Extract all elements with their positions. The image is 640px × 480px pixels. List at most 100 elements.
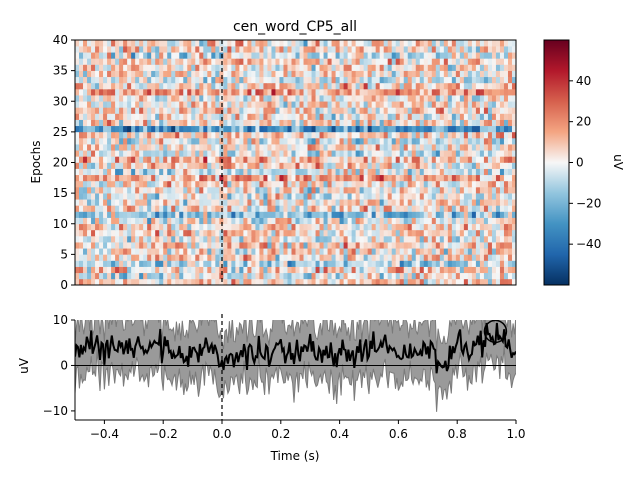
heatmap-cell	[419, 150, 425, 157]
heatmap-cell	[175, 46, 180, 53]
heatmap-cell	[95, 211, 100, 218]
heatmap-cell	[391, 217, 397, 225]
heatmap-cell	[259, 138, 265, 145]
heatmap-cell	[95, 58, 100, 65]
heatmap-cell	[207, 58, 212, 65]
heatmap-cell	[391, 95, 397, 102]
heatmap-cell	[147, 70, 152, 78]
heatmap-cell	[427, 272, 433, 280]
heatmap-cell	[471, 46, 477, 53]
heatmap-cell	[147, 229, 152, 237]
heatmap-cell	[435, 260, 441, 267]
heatmap-cell	[443, 260, 449, 267]
heatmap-cell	[159, 156, 164, 163]
heatmap-cell	[463, 278, 469, 285]
heatmap-cell	[371, 193, 377, 200]
heatmap-cell	[511, 144, 516, 151]
heatmap-cell	[491, 168, 497, 176]
heatmap-cell	[291, 131, 297, 139]
heatmap-cell	[239, 95, 244, 102]
heatmap-cell	[191, 272, 196, 280]
heatmap-cell	[103, 236, 108, 243]
heatmap-cell	[355, 248, 361, 255]
heatmap-cell	[395, 58, 401, 65]
heatmap-cell	[235, 113, 240, 120]
heatmap-cell	[239, 119, 244, 127]
heatmap-cell	[367, 229, 373, 237]
heatmap-cell	[203, 156, 208, 163]
heatmap-cell	[283, 174, 289, 182]
heatmap-cell	[359, 266, 365, 274]
heatmap-cell	[503, 131, 509, 139]
heatmap-cell	[475, 138, 481, 145]
heatmap-cell	[427, 107, 433, 114]
heatmap-cell	[311, 242, 317, 249]
heatmap-cell	[503, 205, 509, 212]
heatmap-cell	[227, 82, 232, 90]
heatmap-cell	[387, 174, 393, 182]
heatmap-cell	[423, 131, 429, 139]
heatmap-cell	[199, 199, 204, 206]
heatmap-cell	[163, 168, 168, 176]
heatmap-cell	[107, 144, 112, 151]
heatmap-cell	[179, 187, 184, 194]
heatmap-cell	[135, 58, 140, 65]
heatmap-cell	[291, 162, 297, 169]
heatmap-cell	[191, 266, 196, 274]
heatmap-cell	[331, 168, 337, 176]
heatmap-cell	[251, 156, 257, 163]
heatmap-cell	[279, 236, 285, 243]
heatmap-cell	[231, 113, 236, 120]
heatmap-cell	[139, 76, 144, 84]
heatmap-cell	[95, 101, 100, 108]
heatmap-cell	[431, 211, 437, 218]
heatmap-cell	[307, 254, 313, 261]
heatmap-cell	[399, 70, 405, 78]
heatmap-cell	[271, 211, 277, 218]
heatmap-cell	[267, 70, 273, 78]
heatmap-cell	[459, 187, 465, 194]
heatmap-cell	[167, 82, 172, 90]
heatmap-cell	[403, 131, 409, 139]
heatmap-cell	[511, 113, 516, 120]
heatmap-cell	[431, 101, 437, 108]
heatmap-cell	[275, 76, 281, 84]
heatmap-cell	[411, 46, 417, 53]
heatmap-cell	[183, 278, 188, 285]
heatmap-cell	[215, 64, 220, 71]
heatmap-cell	[87, 205, 92, 212]
heatmap-cell	[267, 260, 273, 267]
heatmap-cell	[467, 40, 473, 47]
heatmap-cell	[415, 89, 421, 96]
heatmap-cell	[295, 95, 301, 102]
heatmap-cell	[159, 125, 164, 133]
heatmap-cell	[171, 205, 176, 212]
heatmap-cell	[95, 40, 100, 47]
heatmap-cell	[231, 248, 236, 255]
heatmap-cell	[315, 211, 321, 218]
heatmap-cell	[287, 272, 293, 280]
heatmap-cell	[483, 119, 489, 127]
heatmap-cell	[439, 89, 445, 96]
heatmap-cell	[415, 125, 421, 133]
heatmap-cell	[259, 236, 265, 243]
heatmap-cell	[483, 113, 489, 120]
heatmap-cell	[447, 95, 453, 102]
heatmap-cell	[215, 174, 220, 182]
heatmap-cell	[167, 46, 172, 53]
heatmap-cell	[87, 113, 92, 120]
heatmap-cell	[195, 138, 200, 145]
heatmap-cell	[479, 113, 485, 120]
heatmap-cell	[183, 113, 188, 120]
heatmap-cell	[139, 162, 144, 169]
heatmap-cell	[83, 150, 88, 157]
heatmap-cell	[271, 58, 277, 65]
heatmap-cell	[171, 278, 176, 285]
heatmap-cell	[151, 162, 156, 169]
heatmap-cell	[191, 229, 196, 237]
heatmap-cell	[263, 150, 269, 157]
heatmap-cell	[399, 52, 405, 59]
heatmap-cell	[167, 131, 172, 139]
heatmap-cell	[107, 217, 112, 225]
